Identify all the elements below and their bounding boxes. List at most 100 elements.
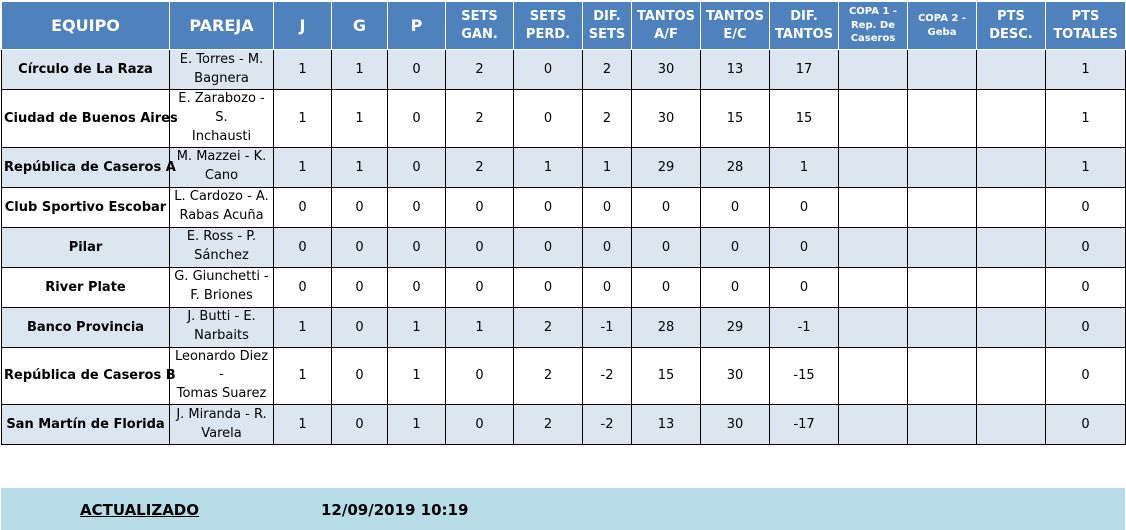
table-row: República de Caseros A M. Mazzei - K. Cano… <box>1 146 1126 188</box>
cell-dif-tantos: 17 <box>769 49 839 90</box>
cell-copa1 <box>838 306 908 348</box>
cell-dif-tantos: 0 <box>769 186 839 228</box>
cell-equipo: Ciudad de Buenos Aires <box>1 89 178 148</box>
cell-pts-desc <box>976 306 1046 348</box>
cell-sets-gan: 0 <box>445 186 514 228</box>
cell-j: 0 <box>273 266 332 308</box>
cell-equipo: San Martín de Florida <box>1 404 170 446</box>
cell-tantos-af: 13 <box>631 404 701 446</box>
cell-j: 1 <box>273 49 332 90</box>
cell-p: 1 <box>387 404 446 446</box>
cell-tantos-af: 0 <box>631 266 701 308</box>
cell-p: 0 <box>387 266 446 308</box>
updated-timestamp: 12/09/2019 10:19 <box>321 501 469 519</box>
pareja-line-1: E. Zarabozo - S. <box>178 91 265 125</box>
cell-dif-sets: 2 <box>582 49 632 90</box>
cell-equipo: Banco Provincia <box>1 306 170 348</box>
cell-dif-tantos: 15 <box>769 89 839 148</box>
cell-sets-gan: 2 <box>445 49 514 90</box>
cell-pts-desc <box>976 266 1046 308</box>
cell-g: 0 <box>331 404 388 446</box>
cell-tantos-af: 30 <box>631 49 701 90</box>
table-row: San Martín de Florida J. Miranda - R. Vare… <box>1 404 1126 446</box>
cell-p: 1 <box>387 346 446 406</box>
pareja-line-2: Bagnera <box>194 70 249 86</box>
cell-g: 0 <box>331 226 388 268</box>
cell-dif-tantos: 0 <box>769 266 839 308</box>
cell-sets-perd: 0 <box>513 266 583 308</box>
cell-dif-sets: 0 <box>582 226 632 268</box>
cell-j: 1 <box>273 146 332 188</box>
cell-j: 0 <box>273 226 332 268</box>
cell-copa2 <box>907 186 977 228</box>
cell-equipo: Club Sportivo Escobar <box>1 186 170 228</box>
cell-g: 0 <box>331 186 388 228</box>
table-row: Banco Provincia J. Butti - E. Narbaits 1 0 1 1… <box>1 306 1126 348</box>
cell-pts-desc <box>976 49 1046 90</box>
cell-dif-tantos: -15 <box>769 346 839 406</box>
cell-tantos-ec: 13 <box>700 49 770 90</box>
cell-copa2 <box>907 266 977 308</box>
pareja-line-2: Sánchez <box>194 248 249 264</box>
cell-copa1 <box>838 146 908 188</box>
cell-pts-totales: 0 <box>1045 346 1126 406</box>
cell-equipo: República de Caseros B <box>1 346 176 406</box>
cell-dif-sets: -2 <box>582 346 632 406</box>
standings-table: EQUIPO PAREJA J G P SETS GAN. SETS PERD. D… <box>1 1 1126 446</box>
cell-tantos-ec: 0 <box>700 266 770 308</box>
cell-g: 0 <box>331 346 388 406</box>
pareja-line-1: J. Miranda - R. <box>176 406 267 422</box>
table-row: República de Caseros B Leonardo Diez - Tom… <box>1 346 1126 406</box>
cell-copa1 <box>838 186 908 228</box>
cell-sets-perd: 2 <box>513 404 583 446</box>
cell-pts-desc <box>976 146 1046 188</box>
header-dif-sets: DIF. SETS <box>582 1 632 50</box>
cell-sets-perd: 0 <box>513 49 583 90</box>
cell-p: 0 <box>387 226 446 268</box>
pareja-line-1: J. Butti - E. <box>187 309 256 325</box>
updated-label: ACTUALIZADO <box>80 501 200 519</box>
table-row: Pilar E. Ross - P. Sánchez 0 0 0 0 0 0 0 0 0 0 <box>1 226 1126 268</box>
cell-sets-gan: 2 <box>445 146 514 188</box>
cell-tantos-af: 0 <box>631 186 701 228</box>
cell-p: 0 <box>387 186 446 228</box>
header-pts-desc: PTS DESC. <box>976 1 1046 50</box>
cell-copa1 <box>838 89 908 148</box>
header-p: P <box>387 1 446 50</box>
cell-sets-perd: 0 <box>513 89 583 148</box>
cell-j: 0 <box>273 186 332 228</box>
cell-tantos-ec: 30 <box>700 404 770 446</box>
cell-dif-sets: 0 <box>582 266 632 308</box>
cell-tantos-ec: 0 <box>700 186 770 228</box>
cell-p: 0 <box>387 146 446 188</box>
pareja-line-1: E. Ross - P. <box>186 229 257 245</box>
footer-bar: ACTUALIZADO 12/09/2019 10:19 <box>1 488 1125 530</box>
cell-pareja: M. Mazzei - K. Cano <box>169 146 274 188</box>
cell-tantos-af: 29 <box>631 146 701 188</box>
cell-sets-gan: 0 <box>445 226 514 268</box>
cell-pts-totales: 1 <box>1045 89 1126 148</box>
cell-dif-sets: -1 <box>582 306 632 348</box>
pareja-line-1: L. Cardozo - A. <box>174 189 269 205</box>
cell-pts-desc <box>976 89 1046 148</box>
header-equipo: EQUIPO <box>1 1 170 50</box>
cell-dif-sets: 1 <box>582 146 632 188</box>
cell-copa2 <box>907 226 977 268</box>
cell-g: 1 <box>331 89 388 148</box>
cell-copa2 <box>907 306 977 348</box>
cell-equipo: Pilar <box>1 226 170 268</box>
cell-dif-sets: 2 <box>582 89 632 148</box>
cell-sets-gan: 2 <box>445 89 514 148</box>
table-row: Club Sportivo Escobar L. Cardozo - A. Raba… <box>1 186 1126 228</box>
header-j: J <box>273 1 332 50</box>
cell-sets-perd: 2 <box>513 346 583 406</box>
pareja-line-2: Cano <box>204 168 239 184</box>
cell-sets-gan: 1 <box>445 306 514 348</box>
cell-dif-sets: -2 <box>582 404 632 446</box>
cell-sets-perd: 2 <box>513 306 583 348</box>
cell-sets-perd: 0 <box>513 186 583 228</box>
cell-pts-desc <box>976 346 1046 406</box>
header-pareja: PAREJA <box>169 1 274 50</box>
cell-dif-tantos: 0 <box>769 226 839 268</box>
pareja-line-1: E. Torres - M. <box>179 51 264 67</box>
